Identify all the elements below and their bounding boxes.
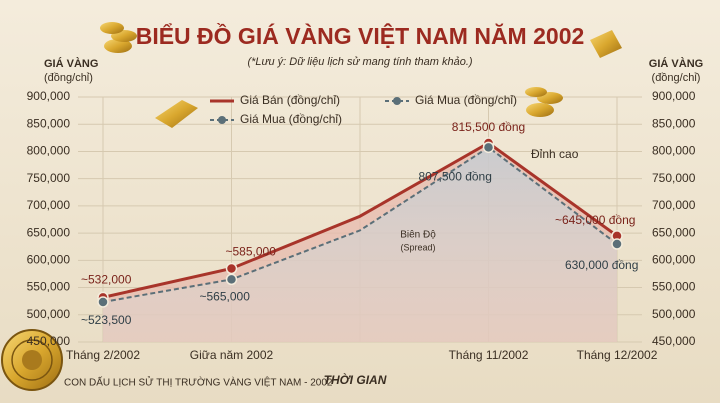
data-label: 630,000 đồng [565, 258, 638, 272]
y-tick-label: 700,000 [27, 198, 71, 212]
y-tick-label: 500,000 [27, 307, 71, 321]
y2-tick-label: 600,000 [652, 253, 696, 267]
gold-decoration [1, 22, 622, 391]
y-axis-title: GIÁ VÀNG [44, 57, 98, 70]
x-tick-label: Tháng 12/2002 [577, 348, 658, 362]
y-tick-label: 750,000 [27, 171, 71, 185]
point [611, 238, 623, 250]
y-tick-label: 550,000 [27, 280, 71, 294]
point [225, 262, 238, 275]
y2-tick-label: 800,000 [652, 144, 696, 158]
chart-title: BIỂU ĐỒ GIÁ VÀNG VIỆT NAM NĂM 2002 [136, 22, 585, 49]
area [103, 147, 617, 342]
y2-tick-label: 850,000 [652, 116, 696, 130]
x-axis-title: THỜI GIAN [324, 372, 387, 387]
data-label: 807,500 đồng [419, 170, 492, 184]
data-label: ~585,000 [226, 245, 277, 259]
chart-subtitle: (*Lưu ý: Dữ liệu lịch sử mang tính tham … [247, 56, 472, 68]
y2-axis-unit: (đồng/chỉ) [652, 72, 701, 84]
legend-marker [218, 116, 226, 124]
y2-tick-label: 900,000 [652, 89, 696, 103]
y2-tick-label: 450,000 [652, 334, 696, 348]
data-label: ~645,000 đồng [555, 213, 635, 227]
y-tick-label: 450,000 [27, 334, 71, 348]
x-tick-label: Tháng 11/2002 [449, 348, 529, 362]
legend-marker [393, 97, 401, 105]
y2-tick-label: 700,000 [652, 198, 696, 212]
annotation: Đỉnh cao [531, 147, 579, 161]
annotation: Biên Độ [400, 230, 436, 241]
point [225, 273, 238, 286]
legend-label: Giá Mua (đồng/chỉ) [240, 112, 342, 126]
y-tick-label: 850,000 [27, 116, 71, 130]
y-tick-label: 800,000 [27, 144, 71, 158]
y2-tick-label: 650,000 [652, 225, 696, 239]
line [102, 141, 618, 299]
footer: CON DẤU LỊCH SỬ THỊ TRƯỜNG VÀNG VIỆT NAM… [64, 376, 333, 389]
data-label: ~565,000 [200, 290, 251, 304]
y-tick-label: 600,000 [27, 253, 71, 267]
data-label: ~523,500 [81, 313, 132, 327]
x-tick-label: Giữa năm 2002 [190, 348, 274, 362]
y2-tick-label: 750,000 [652, 171, 696, 185]
y-axis-unit: (đồng/chỉ) [44, 72, 93, 84]
y-tick-label: 650,000 [27, 225, 71, 239]
data-label: ~532,000 [81, 273, 132, 287]
y2-axis-title: GIÁ VÀNG [649, 57, 703, 70]
x-tick-label: Tháng 2/2002 [66, 348, 140, 362]
y2-tick-label: 550,000 [652, 280, 696, 294]
point [482, 141, 495, 154]
y-tick-label: 900,000 [27, 89, 71, 103]
point [97, 296, 109, 308]
y2-tick-label: 500,000 [652, 307, 696, 321]
data-label: 815,500 đồng [452, 120, 525, 134]
legend-label: Giá Bán (đồng/chỉ) [240, 93, 340, 107]
annotation: (Spread) [400, 242, 435, 252]
legend-label: Giá Mua (đồng/chỉ) [415, 93, 517, 107]
line [102, 146, 618, 303]
